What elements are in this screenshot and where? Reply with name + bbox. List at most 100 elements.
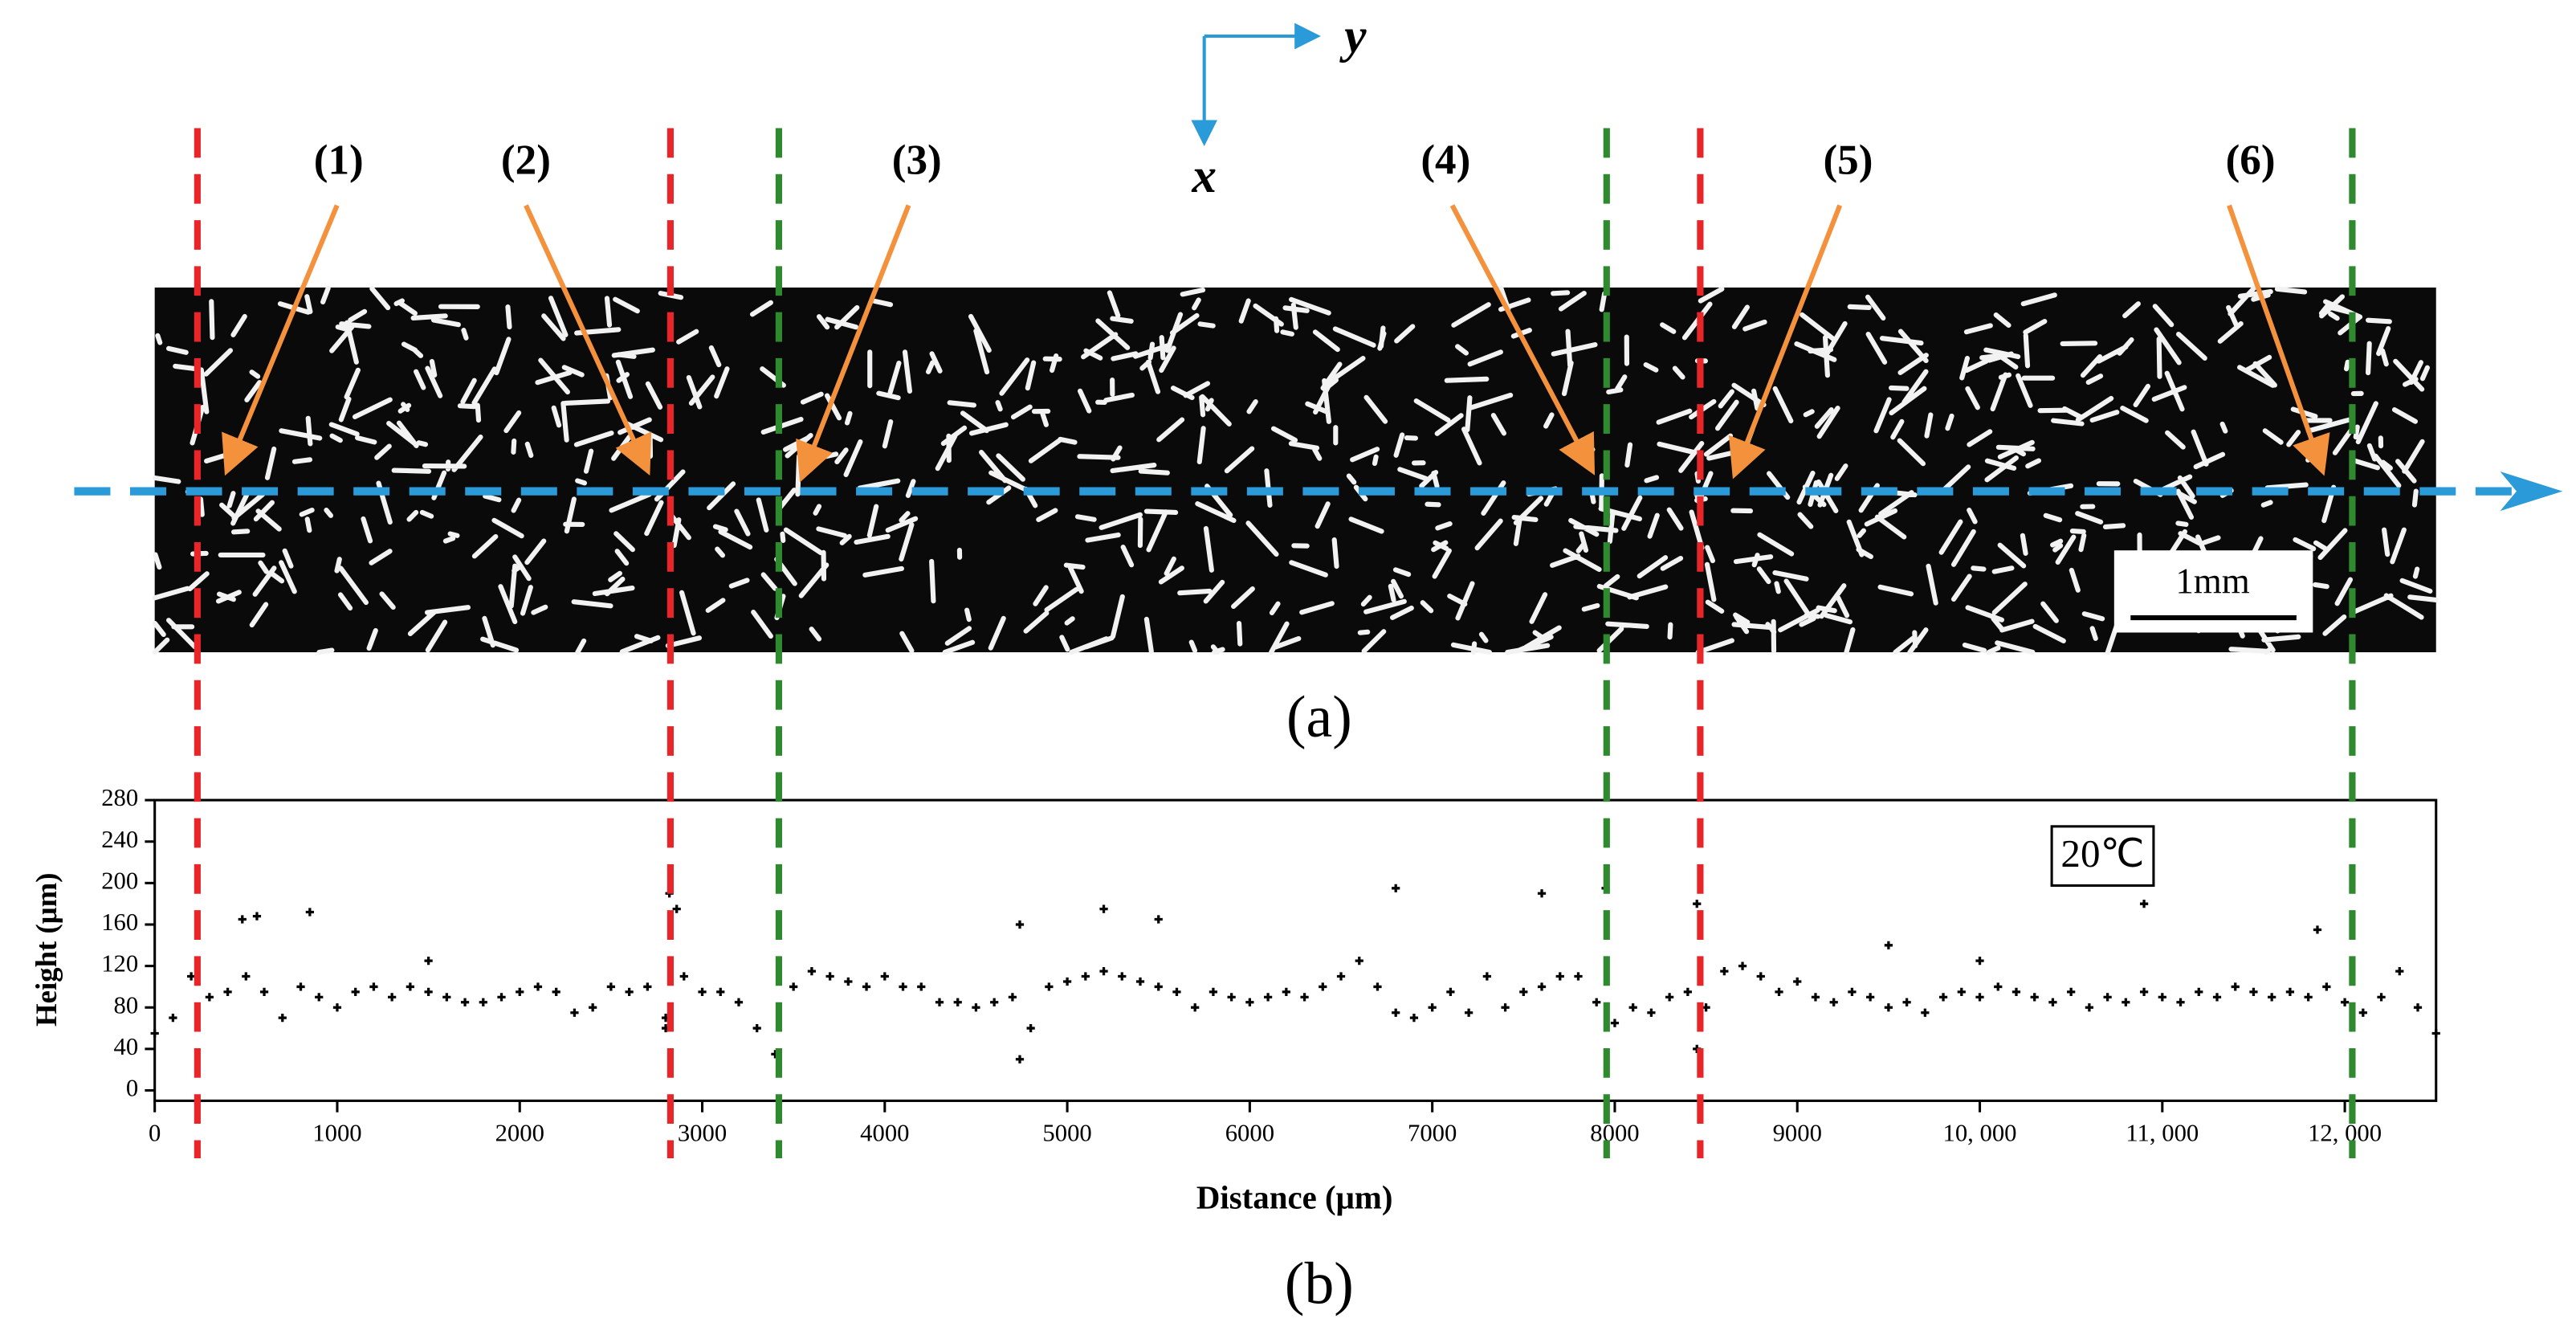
data-point [1428,1003,1437,1012]
x-tick-label: 12, 000 [2308,1119,2382,1146]
marker-arrow [222,204,340,476]
data-point [844,977,853,986]
data-point [442,993,451,1002]
data-point [570,1008,579,1017]
data-point [278,1014,287,1023]
data-point [1574,972,1583,981]
data-point [606,982,616,991]
data-point [734,998,744,1006]
data-point [1191,1003,1200,1012]
data-point [2268,993,2276,1002]
data-point [305,908,314,916]
data-point [1355,957,1363,965]
data-point [1884,941,1893,949]
data-point [2011,987,2021,997]
marker-arrow [2227,204,2330,476]
data-point [1829,998,1838,1006]
data-point [1756,972,1765,981]
data-point [1975,993,1984,1002]
data-point [643,982,652,991]
data-point [1994,982,2003,991]
panel-label: (a) [1286,684,1352,749]
data-point [2413,1003,2423,1012]
data-point [1319,982,1327,991]
data-point [2322,982,2331,991]
data-point [2304,993,2313,1002]
data-point [589,1003,597,1012]
data-point [2158,993,2166,1002]
data-point [1592,998,1601,1006]
y-tick-label: 240 [101,826,138,853]
marker-label: (1) [314,137,364,184]
data-point [1154,982,1163,991]
data-point [406,982,414,991]
micrograph [152,284,2439,655]
data-point [789,982,798,991]
marker-label: (5) [1823,137,1873,184]
data-point [252,912,262,921]
data-point [1409,1014,1419,1023]
data-point [953,998,962,1006]
data-point [351,987,360,997]
data-point [2249,987,2258,997]
data-point [1465,1008,1473,1017]
data-point [1482,972,1491,981]
data-point [825,972,834,981]
data-point [862,982,871,991]
x-axis-label: Distance (μm) [1196,1180,1393,1216]
data-point [1099,904,1108,913]
micrograph-background [154,287,2436,653]
y-tick-label: 200 [101,867,138,894]
x-tick-label: 2000 [495,1119,544,1146]
data-point [1957,987,1966,997]
data-point [460,998,470,1006]
data-point [1975,957,1984,965]
data-point [990,998,999,1006]
data-point [238,915,247,924]
data-point [917,982,926,991]
data-point [1209,987,1218,997]
data-point [1537,982,1547,991]
data-point [1245,998,1254,1006]
data-point [1008,993,1017,1002]
data-point [497,993,506,1002]
x-tick-label: 9000 [1773,1119,1822,1146]
data-point [2285,987,2295,997]
data-point [1647,1008,1656,1017]
marker-arrow [524,204,652,476]
scale-bar-label: 1mm [2175,561,2249,601]
data-point [2431,1029,2440,1038]
data-point [625,987,634,997]
data-point [533,982,543,991]
data-point [1720,966,1729,976]
marker-label: (4) [1420,137,1470,184]
axis-name: x [1191,149,1217,203]
data-point [679,972,688,981]
data-point [223,987,232,997]
data-point [516,987,524,997]
x-tick-label: 7000 [1408,1119,1457,1146]
data-point [1045,982,1054,991]
data-point [315,993,324,1002]
x-tick-label: 1000 [312,1119,361,1146]
data-point [1665,993,1674,1002]
data-point [1902,998,1911,1006]
data-point [479,998,487,1006]
data-point [1738,961,1747,970]
y-axis-label: Height (μm) [30,872,63,1027]
data-point [259,987,269,997]
x-tick-label: 3000 [678,1119,727,1146]
data-point [1501,1003,1510,1012]
marker-label: (2) [501,137,551,184]
data-point [1921,1008,1930,1017]
data-point [1519,987,1528,997]
data-point [1392,1008,1400,1017]
data-point [1015,1055,1025,1063]
marker-label: (3) [892,137,942,184]
data-point [672,904,681,913]
data-point [1118,972,1127,981]
data-point [899,982,907,991]
data-point [169,1014,177,1023]
data-point [187,972,196,981]
